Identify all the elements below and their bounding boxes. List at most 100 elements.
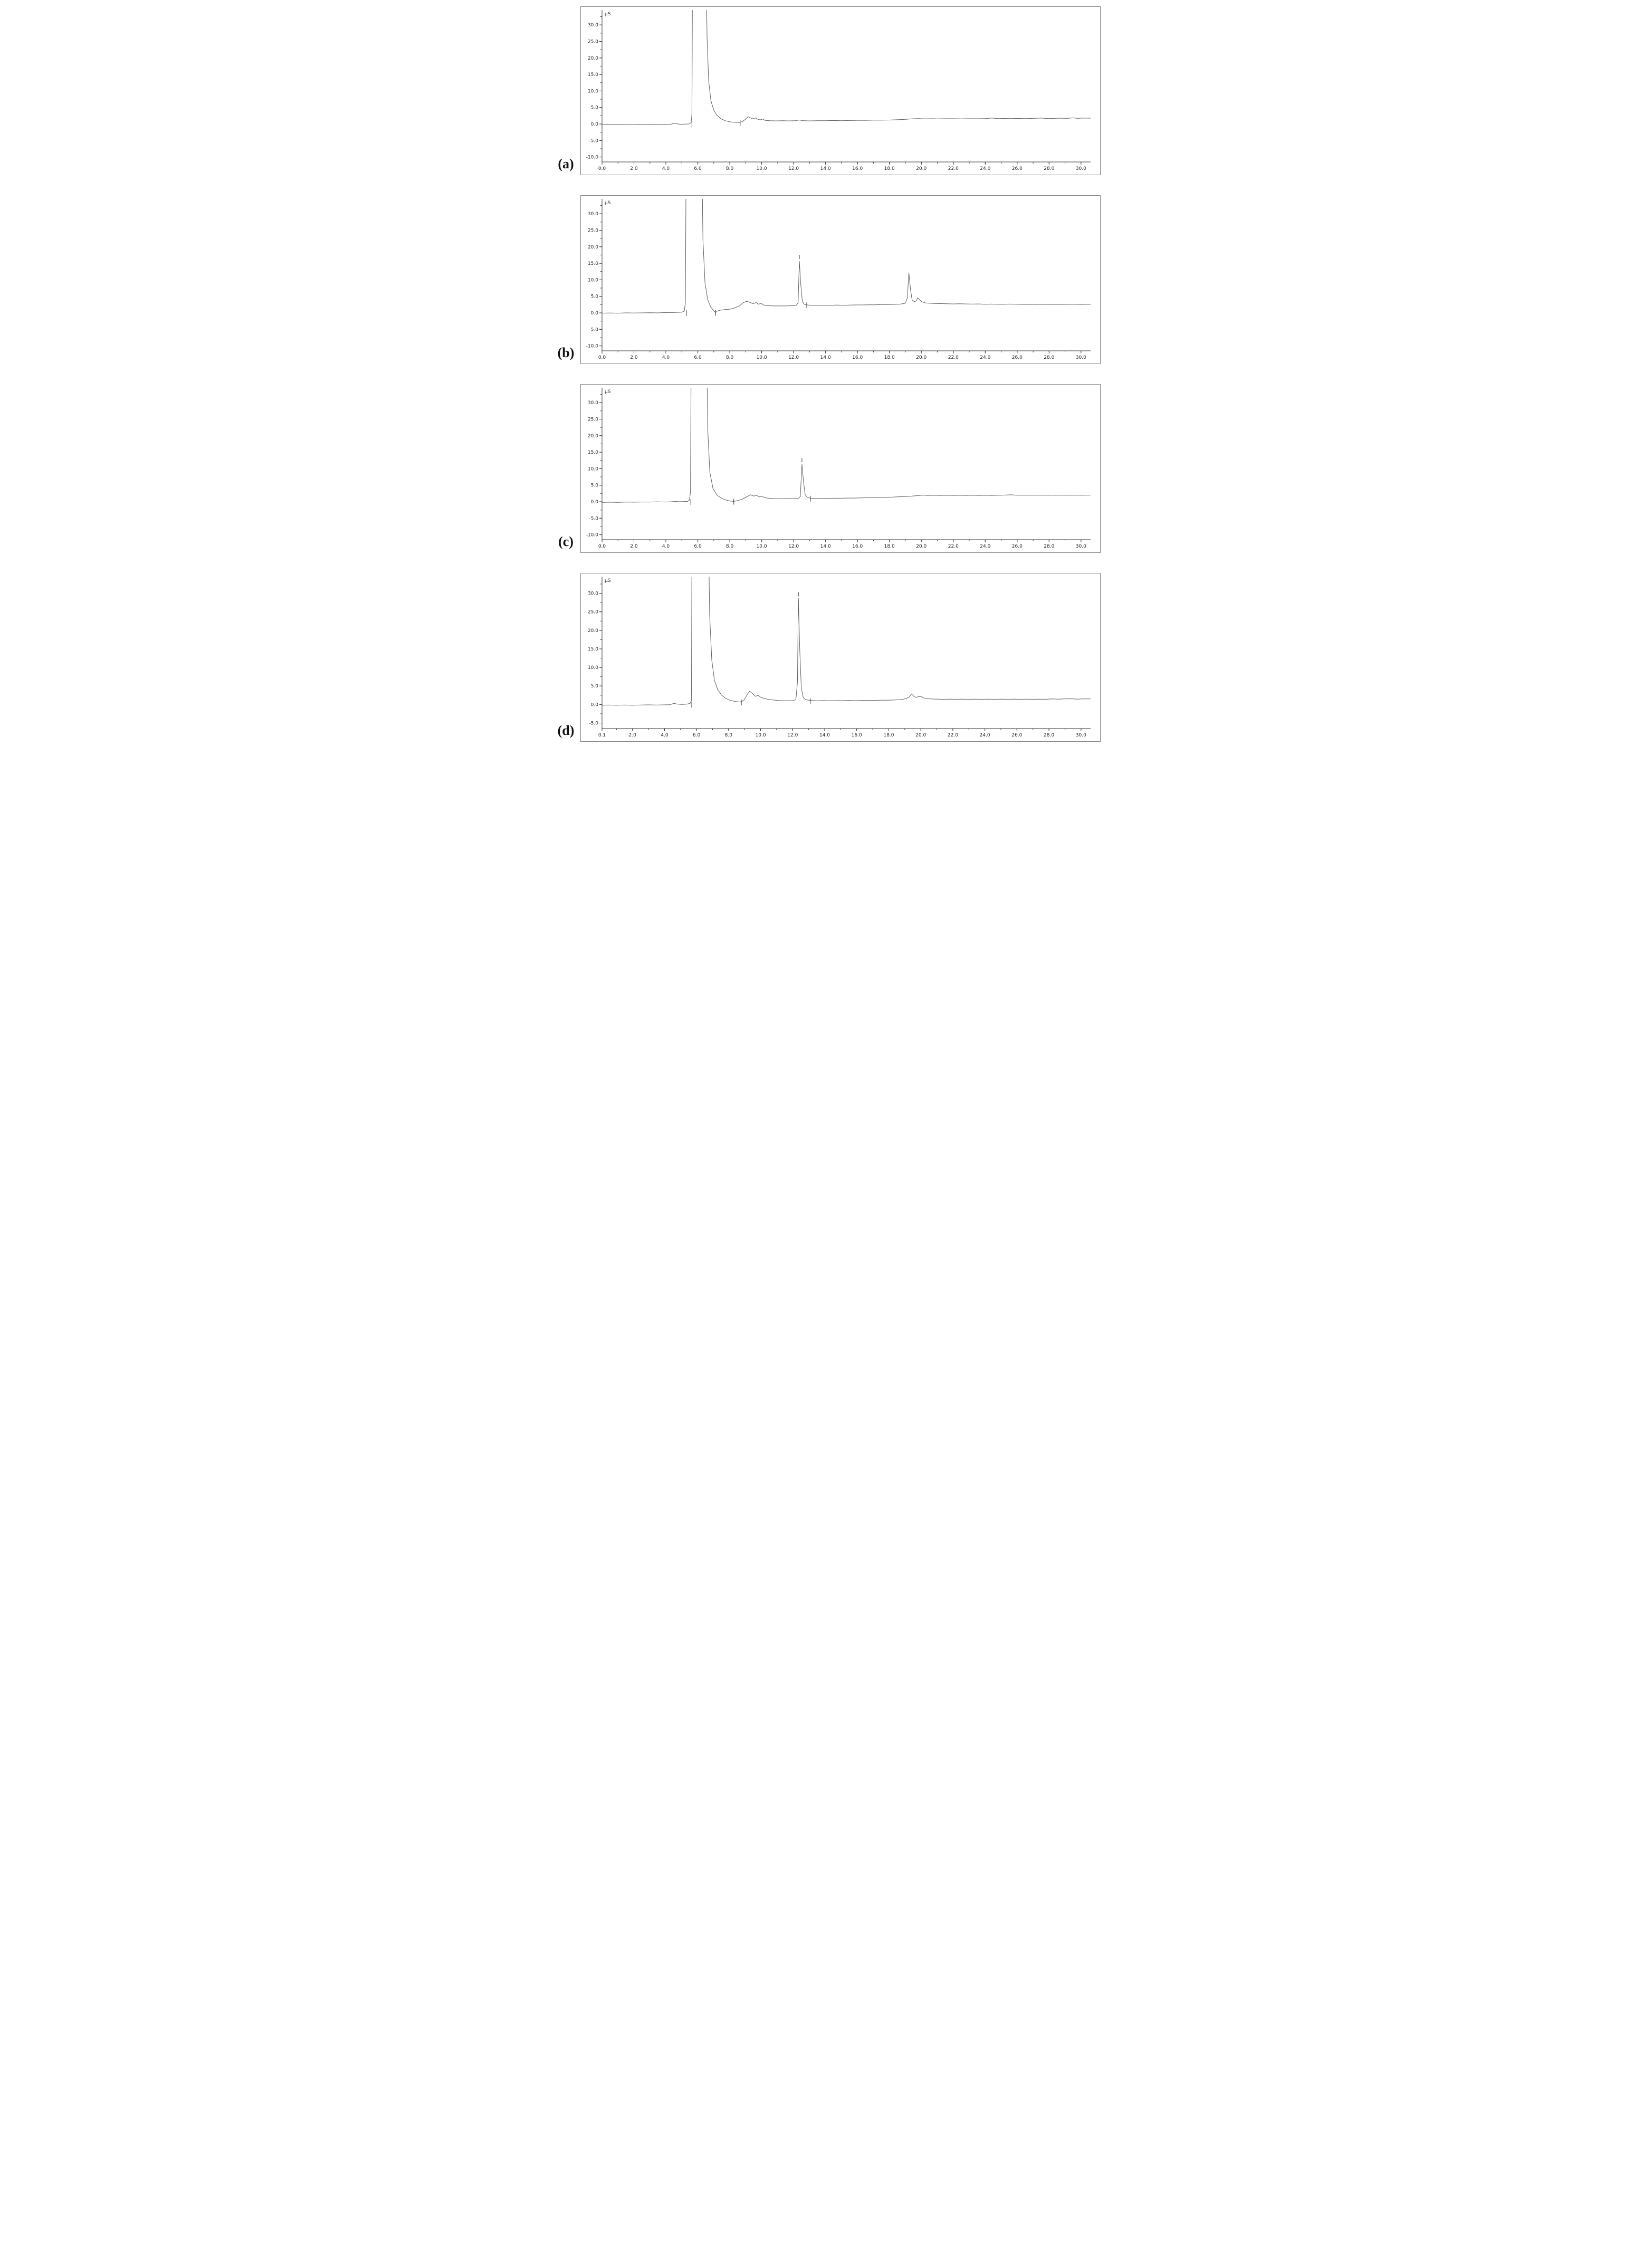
svg-text:30.0: 30.0 (1075, 166, 1086, 171)
svg-text:-5.0: -5.0 (589, 721, 598, 726)
svg-text:12.0: 12.0 (788, 544, 799, 549)
svg-text:10.0: 10.0 (587, 466, 598, 472)
svg-text:4.0: 4.0 (662, 355, 670, 360)
svg-text:µS: µS (605, 389, 611, 395)
panel-row-d: (d) 0.1 2.0 4.0 6.0 8.0 10.0 12.0 14.0 16.0 18.0 2… (552, 573, 1101, 742)
svg-text:24.0: 24.0 (979, 733, 990, 738)
svg-text:22.0: 22.0 (948, 355, 958, 360)
svg-text:20.0: 20.0 (587, 56, 598, 61)
svg-text:0.0: 0.0 (598, 166, 606, 171)
chromatogram-figure: (a) 0.0 2.0 4.0 6.0 8.0 10.0 12.0 14.0 16.0 18.0 2… (552, 6, 1101, 742)
svg-text:12.0: 12.0 (787, 733, 798, 738)
svg-text:22.0: 22.0 (947, 733, 958, 738)
chromatogram-plot-b: 0.0 2.0 4.0 6.0 8.0 10.0 12.0 14.0 16.0 18.0 20.0 2… (581, 196, 1100, 363)
svg-text:µS: µS (605, 578, 611, 583)
svg-text:15.0: 15.0 (587, 261, 598, 266)
svg-text:28.0: 28.0 (1044, 166, 1054, 171)
svg-text:-5.0: -5.0 (589, 516, 598, 521)
svg-text:22.0: 22.0 (948, 544, 958, 549)
svg-text:µS: µS (605, 200, 611, 206)
svg-text:4.0: 4.0 (662, 166, 670, 171)
chromatogram-plot-a: 0.0 2.0 4.0 6.0 8.0 10.0 12.0 14.0 16.0 18.0 20.0 2… (581, 7, 1100, 175)
svg-text:10.0: 10.0 (756, 544, 767, 549)
svg-text:10.0: 10.0 (756, 355, 767, 360)
svg-text:12.0: 12.0 (788, 355, 799, 360)
panel-label-b: (b) (557, 345, 575, 360)
svg-text:8.0: 8.0 (725, 355, 733, 360)
svg-text:18.0: 18.0 (884, 166, 894, 171)
panel-row-a: (a) 0.0 2.0 4.0 6.0 8.0 10.0 12.0 14.0 16.0 18.0 2… (552, 6, 1101, 175)
svg-text:20.0: 20.0 (587, 434, 598, 439)
svg-text:14.0: 14.0 (820, 544, 830, 549)
svg-text:8.0: 8.0 (724, 733, 732, 738)
svg-text:24.0: 24.0 (980, 166, 990, 171)
svg-text:14.0: 14.0 (820, 166, 830, 171)
svg-text:25.0: 25.0 (587, 610, 598, 615)
chromatogram-plot-d: 0.1 2.0 4.0 6.0 8.0 10.0 12.0 14.0 16.0 18.0 20.0 2… (581, 573, 1100, 741)
svg-text:6.0: 6.0 (694, 355, 702, 360)
svg-text:30.0: 30.0 (1075, 733, 1086, 738)
svg-text:2.0: 2.0 (630, 166, 638, 171)
svg-text:30.0: 30.0 (587, 591, 598, 597)
panel-row-b: (b) 0.0 2.0 4.0 6.0 8.0 10.0 12.0 14.0 16.0 18.0 2… (552, 195, 1101, 364)
svg-text:-5.0: -5.0 (589, 138, 598, 143)
svg-text:28.0: 28.0 (1044, 355, 1054, 360)
svg-text:-10.0: -10.0 (586, 155, 598, 160)
svg-text:18.0: 18.0 (883, 733, 894, 738)
svg-text:30.0: 30.0 (587, 23, 598, 28)
svg-text:16.0: 16.0 (852, 544, 863, 549)
svg-text:-10.0: -10.0 (586, 533, 598, 538)
svg-text:0.0: 0.0 (598, 544, 606, 549)
svg-text:20.0: 20.0 (587, 245, 598, 250)
svg-text:18.0: 18.0 (884, 544, 894, 549)
svg-text:2.0: 2.0 (628, 733, 636, 738)
svg-text:28.0: 28.0 (1044, 544, 1054, 549)
svg-text:25.0: 25.0 (587, 228, 598, 234)
chromatogram-panel-d: 0.1 2.0 4.0 6.0 8.0 10.0 12.0 14.0 16.0 18.0 20.0 2… (580, 573, 1101, 742)
svg-text:12.0: 12.0 (788, 166, 799, 171)
svg-text:16.0: 16.0 (852, 355, 863, 360)
svg-text:20.0: 20.0 (915, 733, 926, 738)
panel-row-c: (c) 0.0 2.0 4.0 6.0 8.0 10.0 12.0 14.0 16.0 18.0 2… (552, 384, 1101, 553)
svg-text:20.0: 20.0 (916, 355, 927, 360)
svg-text:0.0: 0.0 (598, 355, 606, 360)
svg-text:26.0: 26.0 (1011, 733, 1022, 738)
svg-text:µS: µS (605, 12, 611, 17)
svg-text:20.0: 20.0 (916, 166, 927, 171)
svg-text:15.0: 15.0 (587, 647, 598, 652)
svg-text:6.0: 6.0 (692, 733, 700, 738)
svg-text:20.0: 20.0 (916, 544, 927, 549)
svg-text:8.0: 8.0 (725, 166, 733, 171)
svg-text:30.0: 30.0 (1075, 544, 1086, 549)
svg-text:26.0: 26.0 (1011, 166, 1022, 171)
svg-text:25.0: 25.0 (587, 417, 598, 423)
chromatogram-panel-a: 0.0 2.0 4.0 6.0 8.0 10.0 12.0 14.0 16.0 18.0 20.0 2… (580, 6, 1101, 175)
svg-text:4.0: 4.0 (661, 733, 669, 738)
chromatogram-plot-c: 0.0 2.0 4.0 6.0 8.0 10.0 12.0 14.0 16.0 18.0 20.0 2… (581, 385, 1100, 552)
svg-text:-10.0: -10.0 (586, 344, 598, 349)
svg-text:0.0: 0.0 (590, 122, 598, 127)
svg-text:5.0: 5.0 (590, 684, 598, 689)
svg-text:25.0: 25.0 (587, 40, 598, 45)
svg-text:30.0: 30.0 (1075, 355, 1086, 360)
chromatogram-panel-c: 0.0 2.0 4.0 6.0 8.0 10.0 12.0 14.0 16.0 18.0 20.0 2… (580, 384, 1101, 553)
svg-text:26.0: 26.0 (1011, 544, 1022, 549)
svg-text:24.0: 24.0 (980, 355, 990, 360)
svg-text:30.0: 30.0 (587, 400, 598, 406)
svg-text:15.0: 15.0 (587, 72, 598, 78)
svg-text:24.0: 24.0 (980, 544, 990, 549)
svg-text:5.0: 5.0 (590, 294, 598, 300)
svg-text:-5.0: -5.0 (589, 327, 598, 332)
panel-label-c: (c) (558, 534, 574, 549)
svg-text:0.0: 0.0 (590, 311, 598, 316)
svg-text:10.0: 10.0 (587, 89, 598, 94)
svg-text:0.1: 0.1 (598, 733, 605, 738)
svg-text:14.0: 14.0 (819, 733, 829, 738)
panel-label-d: (d) (557, 723, 575, 738)
svg-text:5.0: 5.0 (590, 106, 598, 111)
panel-label-a: (a) (558, 156, 574, 171)
svg-text:16.0: 16.0 (852, 166, 863, 171)
svg-text:10.0: 10.0 (587, 665, 598, 671)
svg-text:6.0: 6.0 (694, 544, 702, 549)
svg-text:18.0: 18.0 (884, 355, 894, 360)
